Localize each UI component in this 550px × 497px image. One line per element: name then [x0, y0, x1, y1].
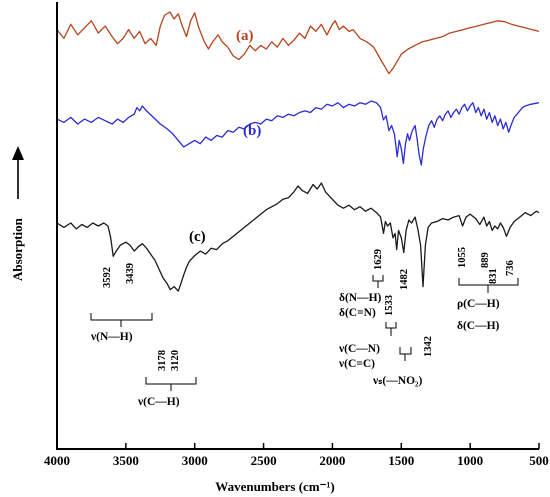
band-label-nu-ch: ν(C—H): [137, 396, 180, 408]
x-tick-label-2000: 2000: [319, 453, 345, 468]
axes-frame: [56, 2, 539, 450]
band-brackets: [90, 275, 519, 391]
x-tick-label-1000: 1000: [457, 453, 483, 468]
band-label-delta-ch: δ(C—H): [457, 320, 500, 332]
peak-label-1342: 1342: [423, 336, 434, 357]
x-axis-ticks: 4000 3500 3000 2500 2000 1500 1000 500: [44, 443, 549, 468]
peak-label-3592: 3592: [102, 267, 113, 288]
series-label-c: (c): [189, 229, 206, 245]
peak-label-1482: 1482: [399, 269, 410, 290]
x-tick-label-1500: 1500: [388, 453, 414, 468]
peak-label-831: 831: [488, 268, 499, 284]
band-label-nu-cn: ν(C—N): [338, 343, 380, 355]
x-tick-label-2500: 2500: [251, 453, 277, 468]
band-label-nu-nh: ν(N—H): [90, 331, 133, 343]
y-axis-label: Absorption: [10, 217, 25, 281]
x-tick-label-3000: 3000: [182, 453, 208, 468]
peak-label-3439: 3439: [125, 263, 136, 284]
band-label-delta-cn: δ(C=N): [339, 307, 376, 319]
band-label-delta-nh: δ(N—H): [339, 292, 382, 304]
band-label-nu-no2: νₛ(—NO₂): [372, 375, 422, 387]
bracket-nu-nh: [90, 313, 153, 327]
series-layer: [56, 11, 540, 292]
peak-label-1629: 1629: [373, 249, 384, 270]
peak-label-889: 889: [480, 252, 491, 268]
series-label-a: (a): [236, 28, 254, 44]
series-line-b: [56, 100, 540, 166]
x-axis-label: Wavenumbers (cm⁻¹): [215, 479, 334, 494]
peak-label-736: 736: [505, 260, 516, 276]
x-tick-label-3500: 3500: [113, 453, 139, 468]
peak-label-3120: 3120: [170, 350, 181, 371]
series-line-a: [56, 11, 540, 75]
bracket-nu-ch: [145, 377, 197, 391]
peak-label-1055: 1055: [457, 247, 468, 268]
bracket-delta: [372, 275, 384, 288]
x-tick-label-500: 500: [529, 453, 549, 468]
bracket-rho: [458, 278, 519, 293]
bracket-nu-cn: [385, 322, 397, 336]
peak-label-1533: 1533: [384, 295, 395, 316]
series-line-c: [56, 182, 540, 292]
band-label-rho-ch: ρ(C—H): [457, 298, 500, 310]
peak-label-3178: 3178: [157, 350, 168, 371]
series-label-b: (b): [243, 123, 261, 139]
y-axis-arrow-head: [12, 146, 24, 160]
x-tick-label-4000: 4000: [44, 453, 70, 468]
band-label-nu-cc: ν(C=C): [338, 358, 375, 370]
bracket-no2: [399, 347, 412, 361]
